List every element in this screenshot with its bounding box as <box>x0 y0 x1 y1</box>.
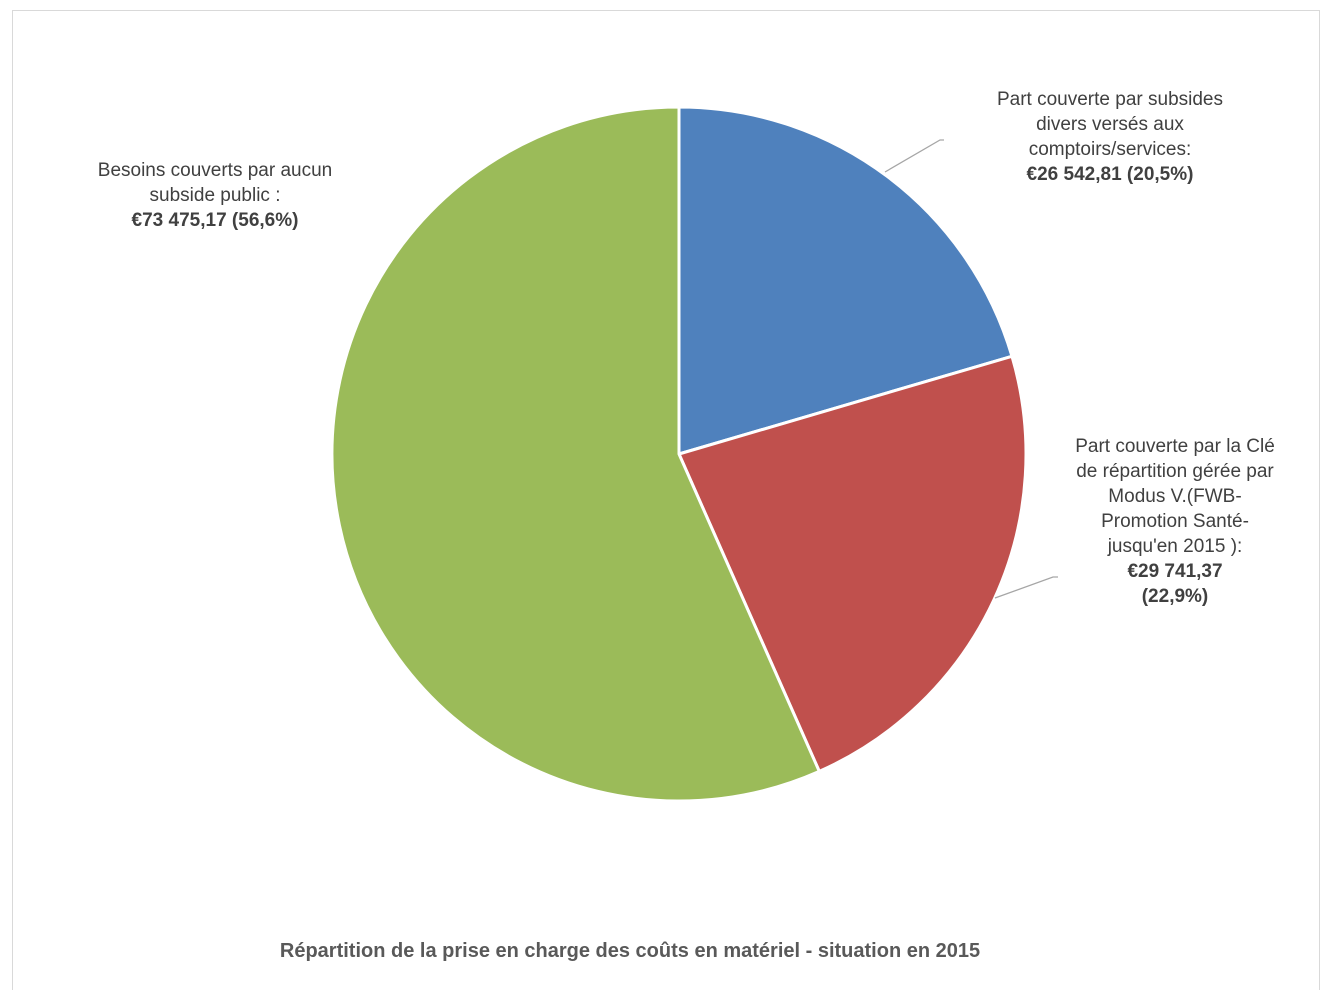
slice-label-line: Part couverte par subsides <box>996 89 1223 110</box>
slice-label-subsides: Part couverte par subsides divers versés… <box>945 87 1275 187</box>
leader-line-cle <box>994 576 1058 599</box>
slice-label-line: Part couverte par la Clé <box>1075 436 1275 457</box>
slice-label-line: divers versés aux <box>1036 114 1184 135</box>
slice-label-line: de répartition gérée par <box>1076 461 1274 482</box>
slice-label-line: Modus V.(FWB- <box>1108 486 1242 507</box>
slice-value: (22,9%) <box>1141 586 1209 607</box>
pie-slice-subsides <box>677 105 1014 456</box>
slice-label-cle: Part couverte par la Clé de répartition … <box>1040 434 1310 609</box>
leader-line-subsides <box>884 139 944 173</box>
pie-slice-aucun <box>330 105 821 803</box>
slice-label-line: subside public : <box>149 185 281 206</box>
slice-label-line: Besoins couverts par aucun <box>97 160 333 181</box>
slice-value: €26 542,81 (20,5%) <box>1026 164 1194 185</box>
slice-label-line: Promotion Santé- <box>1101 511 1249 532</box>
slice-value: €29 741,37 <box>1127 561 1223 582</box>
leader-lines <box>884 139 1058 599</box>
pie-slices <box>330 105 1028 803</box>
slice-label-line: comptoirs/services: <box>1028 139 1192 160</box>
slice-label-aucun: Besoins couverts par aucun subside publi… <box>50 158 380 233</box>
chart-title: Répartition de la prise en charge des co… <box>279 940 981 962</box>
slice-label-line: jusqu'en 2015 ): <box>1107 536 1243 557</box>
slice-value: €73 475,17 (56,6%) <box>131 210 299 231</box>
chart-frame <box>12 10 1320 990</box>
pie-slice-cle <box>677 354 1028 773</box>
